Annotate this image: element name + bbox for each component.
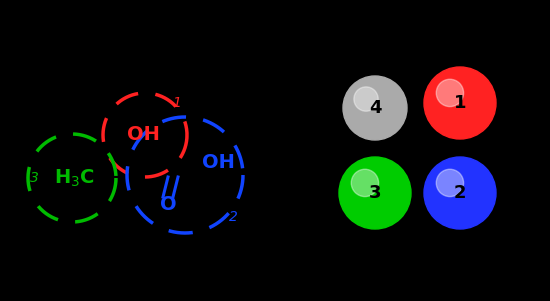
Text: 4: 4 — [368, 99, 381, 117]
Text: 3: 3 — [30, 171, 38, 185]
Circle shape — [424, 157, 496, 229]
Circle shape — [424, 67, 496, 139]
Circle shape — [436, 79, 464, 107]
Text: 2: 2 — [229, 210, 238, 224]
Text: OH: OH — [201, 154, 234, 172]
Circle shape — [343, 76, 407, 140]
Circle shape — [436, 169, 464, 197]
Circle shape — [351, 169, 378, 197]
Text: 3: 3 — [368, 184, 381, 202]
Text: 1: 1 — [173, 96, 182, 110]
Text: 2: 2 — [454, 184, 466, 202]
Text: OH: OH — [126, 126, 160, 144]
Circle shape — [339, 157, 411, 229]
Text: H$_3$C: H$_3$C — [53, 167, 95, 189]
Text: O: O — [160, 196, 177, 215]
Circle shape — [354, 87, 378, 111]
Text: 1: 1 — [454, 94, 466, 112]
